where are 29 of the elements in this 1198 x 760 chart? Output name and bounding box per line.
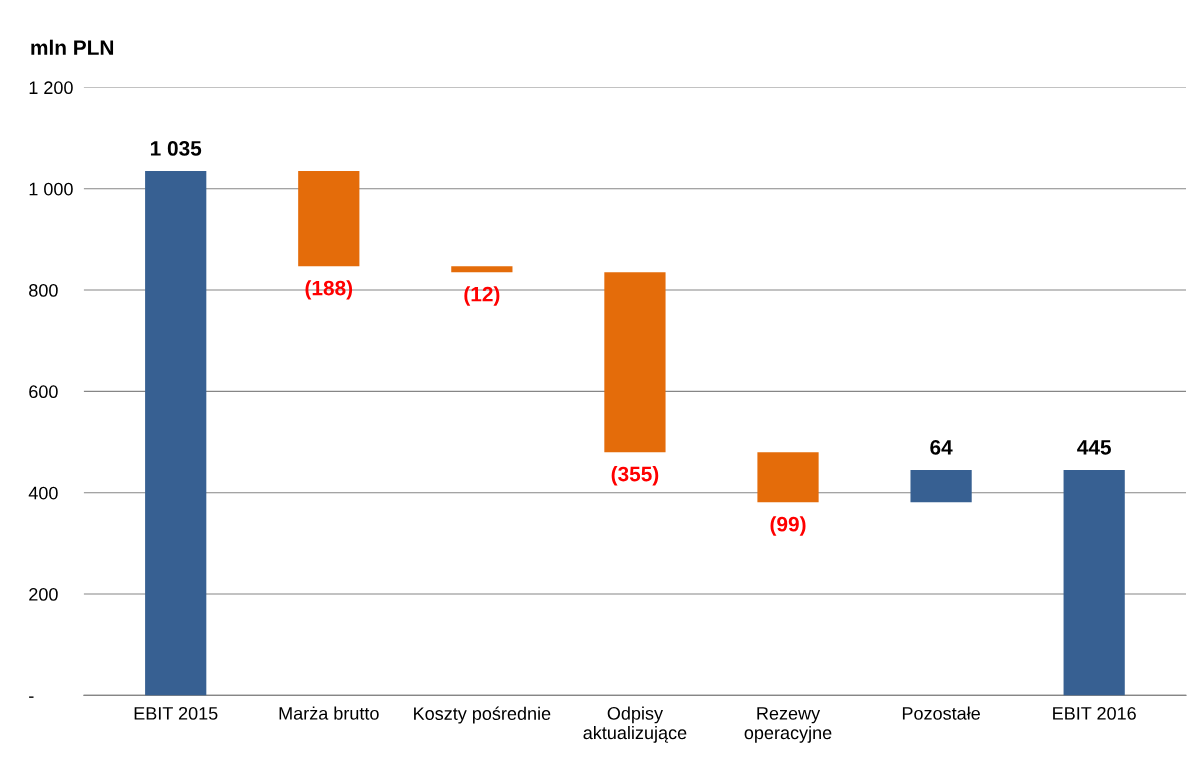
data-label: 64: [930, 439, 953, 455]
bar: [910, 469, 972, 503]
y-tick-label: -: [29, 696, 34, 698]
y-tick-label: 800: [29, 284, 58, 297]
data-label: (12): [464, 286, 500, 306]
x-tick-label: EBIT 2015: [134, 706, 218, 720]
bar: [1063, 469, 1125, 696]
bar: [298, 171, 360, 267]
data-label: (355): [611, 466, 659, 486]
bar: [757, 452, 819, 503]
bar: [145, 171, 207, 696]
y-tick-label: 200: [29, 588, 58, 601]
bar: [604, 272, 666, 453]
y-axis-title: mln PLN: [31, 39, 114, 55]
bar: [451, 266, 513, 273]
data-label: 1 035: [150, 141, 202, 156]
data-label: 445: [1077, 440, 1111, 455]
data-label: (99): [770, 516, 806, 536]
y-tick-label: 400: [28, 486, 58, 500]
y-tick-label: 1 000: [29, 182, 73, 196]
y-tick-label: 1 200: [29, 81, 73, 95]
data-label: (188): [305, 280, 353, 300]
x-tick-label: Marża brutto: [279, 706, 379, 720]
x-tick-label: Rezewy operacyjne: [744, 707, 832, 743]
y-tick-label: 600: [29, 385, 58, 399]
x-tick-label: Koszty pośrednie: [414, 706, 551, 724]
x-tick-label: EBIT 2016: [1053, 706, 1136, 720]
x-tick-label: Pozostałe: [902, 706, 980, 720]
x-tick-label: Odpisy aktualizujące: [583, 706, 687, 743]
